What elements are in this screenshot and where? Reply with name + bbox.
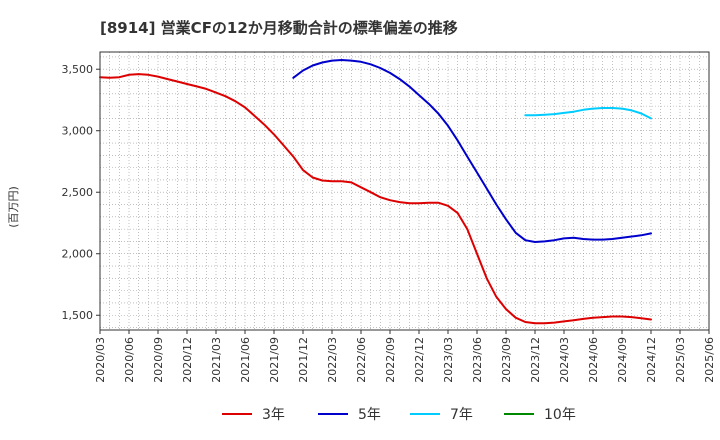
x-tick-label: 2023/12 bbox=[529, 337, 542, 383]
y-tick-label: 3,000 bbox=[62, 125, 94, 138]
chart-title: [8914] 営業CFの12か月移動合計の標準偏差の推移 bbox=[100, 19, 458, 37]
x-tick-label: 2021/06 bbox=[239, 337, 252, 383]
x-tick-label: 2020/12 bbox=[181, 337, 194, 383]
x-tick-label: 2023/09 bbox=[500, 337, 513, 383]
x-tick-label: 2020/03 bbox=[94, 337, 107, 383]
plot-frame bbox=[99, 51, 710, 331]
legend-label-4: 10年 bbox=[544, 407, 576, 423]
x-tick-label: 2021/09 bbox=[268, 337, 281, 383]
x-tick-label: 2023/06 bbox=[471, 337, 484, 383]
x-tick-label: 2025/03 bbox=[674, 337, 687, 383]
y-tick-label: 3,500 bbox=[62, 63, 94, 76]
series-lines bbox=[99, 59, 652, 325]
x-tick-label: 2024/03 bbox=[558, 337, 571, 383]
legend-label-2: 5年 bbox=[358, 407, 381, 423]
x-tick-label: 2022/12 bbox=[413, 337, 426, 383]
y-tick-label: 2,000 bbox=[62, 248, 94, 261]
x-tick-label: 2023/03 bbox=[442, 337, 455, 383]
series-line-2 bbox=[292, 59, 652, 243]
axis-labels: 1,500 2,000 2,500 3,000 3,500 2020/03 2020/06 2… bbox=[62, 63, 717, 382]
legend: 3年 5年 7年 10年 bbox=[222, 407, 576, 423]
x-tick-label: 2020/09 bbox=[152, 337, 165, 383]
legend-label-1: 3年 bbox=[262, 407, 285, 423]
x-tick-label: 2024/06 bbox=[587, 337, 600, 383]
grid-lines bbox=[99, 52, 710, 330]
x-tick-label: 2022/06 bbox=[355, 337, 368, 383]
y-axis-label: (百万円) bbox=[7, 186, 20, 228]
y-tick-label: 2,500 bbox=[62, 186, 94, 199]
x-tick-label: 2021/12 bbox=[297, 337, 310, 383]
series-line-3 bbox=[524, 107, 652, 120]
y-tick-label: 1,500 bbox=[62, 309, 94, 322]
x-tick-label: 2024/12 bbox=[645, 337, 658, 383]
x-tick-label: 2021/03 bbox=[210, 337, 223, 383]
x-tick-label: 2020/06 bbox=[123, 337, 136, 383]
series-line-1 bbox=[99, 73, 652, 325]
x-tick-label: 2025/06 bbox=[703, 337, 716, 383]
x-tick-label: 2022/03 bbox=[326, 337, 339, 383]
legend-label-3: 7年 bbox=[450, 407, 473, 423]
x-tick-label: 2024/09 bbox=[616, 337, 629, 383]
x-tick-label: 2022/09 bbox=[384, 337, 397, 383]
